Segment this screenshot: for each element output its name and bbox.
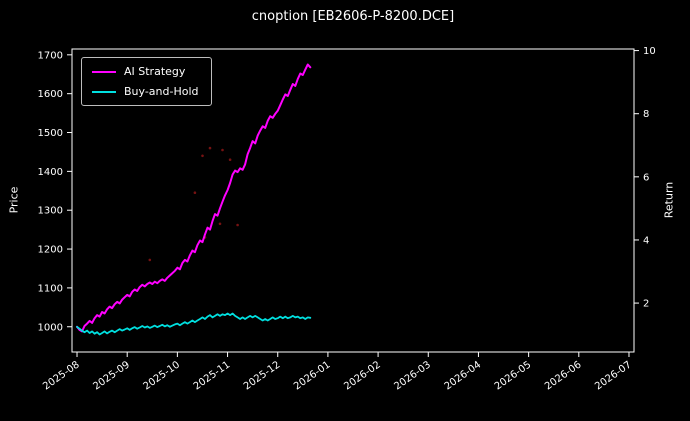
y-tick-label-left: 1500 — [38, 128, 63, 139]
trade-dot — [221, 148, 224, 152]
y-tick-label-left: 1600 — [38, 89, 63, 100]
plot-frame — [71, 48, 635, 353]
trade-dot — [208, 146, 212, 150]
trade-dot — [193, 191, 197, 194]
x-tick-label: 2026-06 — [543, 359, 584, 392]
x-tick-label: 2026-01 — [292, 359, 333, 392]
x-tick-label: 2025-12 — [242, 359, 283, 392]
series-line-buy-and-hold — [76, 312, 312, 336]
x-tick-label: 2026-04 — [443, 359, 484, 392]
legend-label-buy-and-hold: Buy-and-Hold — [124, 85, 199, 98]
y-tick-label-right: 2 — [643, 299, 649, 310]
y-tick-label-right: 4 — [643, 235, 649, 246]
legend-label-ai-strategy: AI Strategy — [124, 65, 186, 78]
y-tick-label-left: 1300 — [38, 206, 63, 217]
x-tick-label: 2026-07 — [593, 359, 634, 392]
trade-dot — [236, 223, 239, 227]
x-tick-label: 2025-08 — [41, 359, 82, 392]
x-tick-label: 2026-03 — [392, 359, 433, 392]
trade-dot — [228, 158, 232, 161]
y-tick-label-right: 8 — [643, 109, 649, 120]
y-tick-label-left: 1400 — [38, 167, 63, 178]
legend-line-buy-and-hold — [92, 90, 116, 93]
x-tick-label: 2025-09 — [91, 359, 132, 392]
legend-line-ai-strategy — [92, 70, 116, 73]
x-tick-label: 2026-05 — [493, 359, 534, 392]
y-tick-label-right: 6 — [643, 172, 649, 183]
x-tick-label: 2025-10 — [142, 359, 183, 392]
legend-item-ai-strategy: AI Strategy — [92, 65, 199, 78]
y-tick-label-left: 1700 — [38, 50, 63, 61]
legend: AI Strategy Buy-and-Hold — [81, 57, 212, 106]
y-tick-label-right: 10 — [643, 46, 656, 57]
series-line-ai-strategy — [76, 63, 312, 333]
chart-title: cnoption [EB2606-P-8200.DCE] — [251, 9, 455, 24]
x-tick-label: 2025-11 — [192, 359, 233, 392]
y-tick-label-left: 1000 — [38, 322, 63, 333]
legend-item-buy-and-hold: Buy-and-Hold — [92, 85, 199, 98]
y-tick-label-left: 1200 — [38, 245, 63, 256]
y-tick-label-left: 1100 — [38, 283, 63, 294]
trade-dot — [218, 222, 222, 226]
trade-dot — [201, 154, 204, 158]
x-tick-label: 2026-02 — [342, 359, 383, 392]
trade-dot — [148, 258, 152, 262]
